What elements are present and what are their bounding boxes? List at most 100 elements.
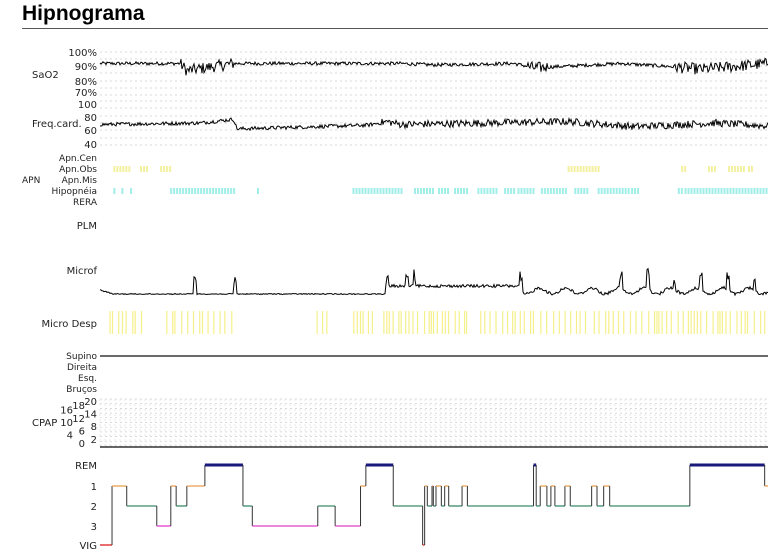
apn-event-mark xyxy=(750,166,753,172)
apn-event-mark xyxy=(733,166,736,172)
apn-event-mark xyxy=(119,166,122,172)
apn-event-mark xyxy=(597,188,600,194)
apn-event-mark xyxy=(710,166,713,172)
cpap-tick: 4 xyxy=(67,431,73,442)
apn-event-mark xyxy=(606,188,609,194)
apn-event-mark xyxy=(176,188,179,194)
apn-event-mark xyxy=(597,166,600,172)
apn-event-mark xyxy=(573,166,576,172)
apn-event-mark xyxy=(121,188,124,194)
apn-event-mark xyxy=(454,188,457,194)
sao2-trace xyxy=(99,57,768,76)
title-divider xyxy=(22,28,768,29)
apn-event-mark xyxy=(552,188,555,194)
apn-event-mark xyxy=(741,188,744,194)
hr-tick: 60 xyxy=(84,126,97,137)
apn-event-mark xyxy=(489,188,492,194)
apn-event-mark xyxy=(419,188,422,194)
cpap-tick: 10 xyxy=(60,418,73,429)
apn-event-mark xyxy=(583,188,586,194)
apn-event-mark xyxy=(579,166,582,172)
apn-event-mark xyxy=(230,188,233,194)
apn-event-mark xyxy=(447,188,450,194)
apn-event-mark xyxy=(549,188,552,194)
apn-event-mark xyxy=(600,188,603,194)
apn-event-mark xyxy=(523,188,526,194)
apn-event-mark xyxy=(130,188,133,194)
stage-label-2: 2 xyxy=(91,502,97,513)
microf-label: Microf xyxy=(67,266,98,277)
apn-event-mark xyxy=(495,188,498,194)
apn-event-mark xyxy=(687,188,690,194)
apn-event-mark xyxy=(714,188,717,194)
apn-event-mark xyxy=(759,188,762,194)
apn-event-mark xyxy=(504,188,507,194)
apn-event-mark xyxy=(621,188,624,194)
cpap-tick: 2 xyxy=(91,435,97,446)
apn-event-mark xyxy=(256,188,259,194)
apn-event-mark xyxy=(477,188,480,194)
apn-event-mark xyxy=(206,188,209,194)
apn-event-mark xyxy=(400,188,403,194)
apn-event-mark xyxy=(466,188,469,194)
apn-event-mark xyxy=(603,188,606,194)
cpap-tick: 16 xyxy=(60,405,73,416)
apn-event-mark xyxy=(463,188,466,194)
microf-trace xyxy=(99,267,768,297)
apn-event-mark xyxy=(197,188,200,194)
apn-event-mark xyxy=(729,188,732,194)
apn-event-mark xyxy=(413,188,416,194)
apn-event-mark xyxy=(680,188,683,194)
apn-event-mark xyxy=(540,188,543,194)
apn-event-mark xyxy=(567,166,570,172)
apn-event-mark xyxy=(163,166,166,172)
apn-event-mark xyxy=(358,188,361,194)
apn-event-mark xyxy=(182,188,185,194)
apn-event-mark xyxy=(591,166,594,172)
apn-event-mark xyxy=(576,166,579,172)
apn-event-mark xyxy=(166,166,169,172)
apn-event-mark xyxy=(762,188,765,194)
apn-event-mark xyxy=(637,188,640,194)
apn-event-mark xyxy=(431,188,434,194)
apn-event-mark xyxy=(699,188,702,194)
apn-event-mark xyxy=(735,188,738,194)
apn-event-mark xyxy=(738,188,741,194)
page-title: Hipnograma xyxy=(22,2,145,25)
apn-event-mark xyxy=(227,188,230,194)
apn-event-mark xyxy=(416,188,419,194)
apn-event-mark xyxy=(707,166,710,172)
apn-event-mark xyxy=(480,188,483,194)
apn-event-mark xyxy=(624,188,627,194)
apn-event-mark xyxy=(441,188,444,194)
apn-event-mark xyxy=(143,166,146,172)
apn-event-mark xyxy=(507,188,510,194)
hr-tick: 80 xyxy=(84,113,97,124)
sao2-tick: 80% xyxy=(75,77,97,88)
apn-event-mark xyxy=(128,166,131,172)
apn-event-mark xyxy=(388,188,391,194)
apn-event-mark xyxy=(526,188,529,194)
apn-event-mark xyxy=(736,166,739,172)
apn-event-mark xyxy=(397,188,400,194)
hr-trace xyxy=(100,116,768,132)
apn-event-mark xyxy=(513,188,516,194)
apn-event-mark xyxy=(756,188,759,194)
apn-event-mark xyxy=(627,188,630,194)
apn-event-mark xyxy=(684,166,687,172)
apn-event-mark xyxy=(125,166,128,172)
apn-event-mark xyxy=(224,188,227,194)
apn-event-mark xyxy=(612,188,615,194)
apn-event-mark xyxy=(705,188,708,194)
apn-event-mark xyxy=(113,166,116,172)
apn-event-mark xyxy=(510,188,513,194)
apn-event-mark xyxy=(483,188,486,194)
apn-event-mark xyxy=(555,188,558,194)
apn-event-mark xyxy=(585,166,588,172)
apn-event-mark xyxy=(185,188,188,194)
apn-event-mark xyxy=(677,188,680,194)
apn-event-mark xyxy=(580,188,583,194)
apn-event-mark xyxy=(742,166,745,172)
apn-event-mark xyxy=(191,188,194,194)
